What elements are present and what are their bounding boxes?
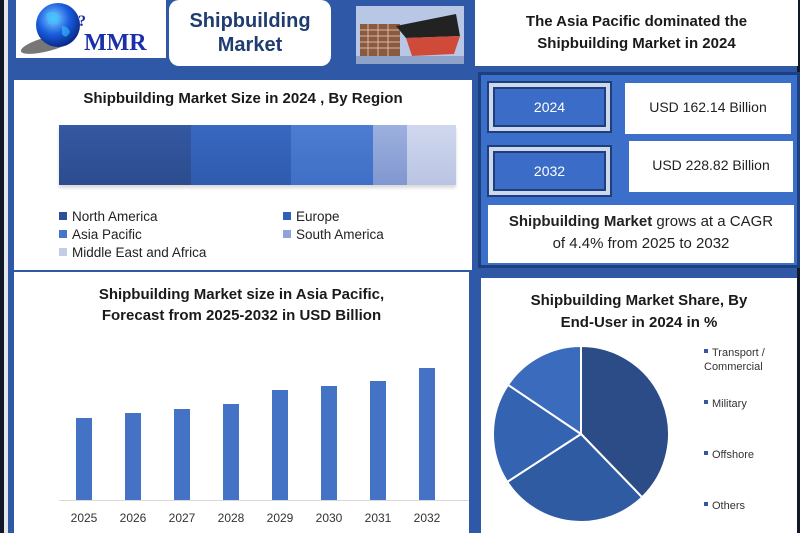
- legend-north-america: North America: [59, 209, 158, 224]
- bar-2031: [370, 381, 386, 500]
- cagr-statement: Shipbuilding Market grows at a CAGR of 4…: [488, 205, 794, 263]
- ap-chart-title: Shipbuilding Market size in Asia Pacific…: [98, 286, 385, 324]
- slice-military: [505, 432, 644, 523]
- pie-chart-title: Shipbuilding Market Share, By End-User i…: [530, 292, 748, 331]
- headline-box: The Asia Pacific dominated the Shipbuild…: [475, 0, 798, 66]
- end-user-pie-panel: Shipbuilding Market Share, By End-User i…: [481, 278, 797, 533]
- legend-swatch: [59, 230, 67, 239]
- bar-2026: [125, 413, 141, 500]
- segment-middle-east-africa: [407, 125, 456, 185]
- headline-text: The Asia Pacific dominated the Shipbuild…: [525, 13, 748, 52]
- legend-swatch: [704, 451, 708, 456]
- bar-2030: [321, 386, 337, 500]
- legend-swatch: [704, 400, 708, 405]
- region-stacked-bar: [59, 125, 456, 185]
- pie-legend-others: Others: [704, 499, 745, 513]
- pie-legend-transport: Transport / Commercial: [704, 347, 765, 373]
- pie-legend-offshore: Offshore: [704, 448, 754, 462]
- segment-asia-pacific: [291, 125, 373, 185]
- x-label: 2031: [364, 511, 392, 525]
- x-axis-line: [59, 500, 469, 501]
- value-2024: USD 162.14 Billion: [625, 83, 791, 134]
- segment-north-america: [59, 125, 191, 185]
- x-label: 2028: [217, 511, 245, 525]
- legend-swatch: [59, 248, 67, 257]
- legend-asia-pacific: Asia Pacific: [59, 227, 142, 242]
- bar-2032: [419, 368, 435, 500]
- ship-icon: [356, 6, 464, 64]
- bar-2025: [76, 418, 92, 500]
- segment-europe: [191, 125, 291, 185]
- region-chart-panel: Shipbuilding Market Size in 2024 , By Re…: [14, 80, 472, 270]
- ap-bar-chart: 2025 2026 2027 2028 2029 2030 2031 2032: [4, 0, 800, 533]
- legend-swatch: [283, 212, 291, 221]
- segment-south-america: [373, 125, 407, 185]
- value-2032: USD 228.82 Billion: [629, 141, 793, 192]
- year-2032-label: 2032: [493, 151, 606, 191]
- bar-2029: [272, 390, 288, 500]
- legend-europe: Europe: [283, 209, 340, 224]
- report-title: Shipbuilding Market: [169, 0, 331, 66]
- x-label: 2029: [266, 511, 294, 525]
- slice-offshore: [491, 383, 583, 484]
- legend-swatch: [59, 212, 67, 221]
- end-user-pie-chart: [491, 344, 670, 523]
- legend-middle-east-africa: Middle East and Africa: [59, 245, 206, 260]
- globe-icon: ? MMR: [20, 3, 147, 56]
- year-2024-box: 2024: [487, 81, 612, 133]
- pie-legend-military: Military: [704, 397, 747, 411]
- x-label: 2026: [119, 511, 147, 525]
- mmr-logo: ? MMR: [16, 0, 166, 58]
- svg-text:?: ?: [78, 13, 86, 30]
- x-label: 2030: [315, 511, 343, 525]
- kpi-panel: 2024 USD 162.14 Billion 2032 USD 228.82 …: [478, 72, 800, 268]
- slice-transport: [580, 344, 670, 499]
- x-label: 2032: [413, 511, 441, 525]
- ship-image: [356, 6, 464, 64]
- x-label: 2027: [168, 511, 196, 525]
- legend-swatch: [283, 230, 291, 239]
- region-chart-title: Shipbuilding Market Size in 2024 , By Re…: [83, 90, 403, 107]
- legend-swatch: [704, 502, 708, 507]
- report-title-text: Shipbuilding Market: [189, 10, 311, 56]
- year-2024-label: 2024: [493, 87, 606, 127]
- bar-2028: [223, 404, 239, 500]
- legend-south-america: South America: [283, 227, 384, 242]
- cagr-subject: Shipbuilding Market: [508, 213, 653, 230]
- legend-swatch: [704, 349, 708, 354]
- year-2032-box: 2032: [487, 145, 612, 197]
- slice-others: [506, 344, 582, 436]
- svg-text:MMR: MMR: [84, 30, 147, 56]
- x-label: 2025: [70, 511, 98, 525]
- bar-2027: [174, 409, 190, 500]
